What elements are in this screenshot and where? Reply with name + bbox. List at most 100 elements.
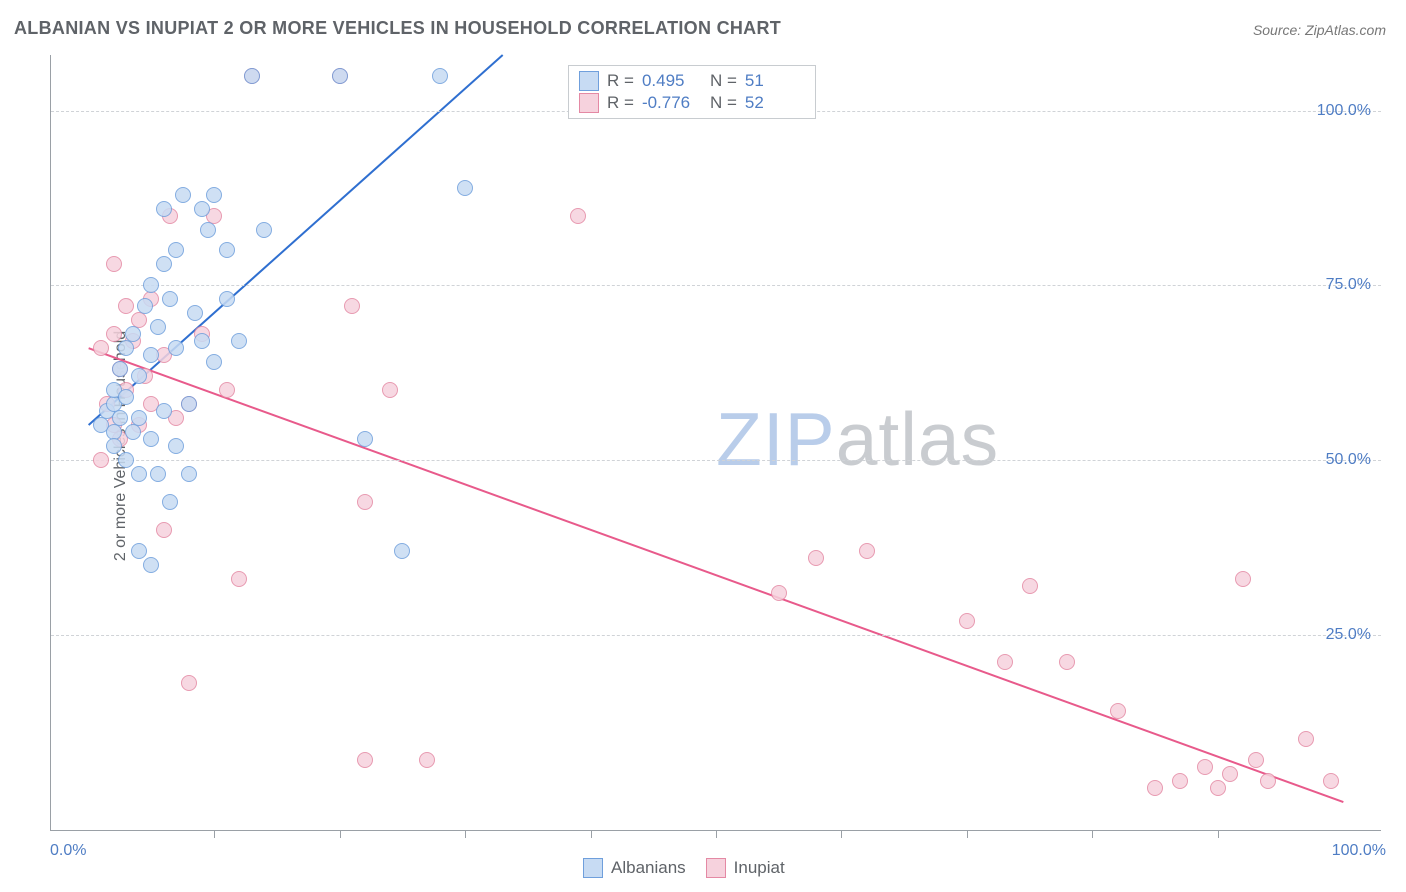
x-tick xyxy=(967,830,968,838)
data-point-albanians xyxy=(137,298,153,314)
r-value-albanians: 0.495 xyxy=(642,71,702,91)
gridline xyxy=(51,285,1381,286)
data-point-inupiat xyxy=(1110,703,1126,719)
watermark: ZIPatlas xyxy=(716,396,999,482)
data-point-inupiat xyxy=(106,256,122,272)
legend-row-albanians: R = 0.495 N = 51 xyxy=(579,70,805,92)
data-point-inupiat xyxy=(808,550,824,566)
data-point-inupiat xyxy=(118,298,134,314)
data-point-inupiat xyxy=(997,654,1013,670)
data-point-albanians xyxy=(106,438,122,454)
data-point-albanians xyxy=(231,333,247,349)
data-point-albanians xyxy=(156,201,172,217)
n-label: N = xyxy=(710,71,737,91)
gridline xyxy=(51,460,1381,461)
r-value-inupiat: -0.776 xyxy=(642,93,702,113)
y-tick-label: 100.0% xyxy=(1317,102,1371,120)
y-tick-label: 25.0% xyxy=(1326,626,1371,644)
data-point-albanians xyxy=(125,424,141,440)
swatch-albanians xyxy=(583,858,603,878)
x-tick xyxy=(214,830,215,838)
data-point-albanians xyxy=(143,557,159,573)
data-point-inupiat xyxy=(1260,773,1276,789)
x-tick xyxy=(465,830,466,838)
data-point-albanians xyxy=(219,242,235,258)
data-point-inupiat xyxy=(156,522,172,538)
data-point-inupiat xyxy=(959,613,975,629)
data-point-albanians xyxy=(118,389,134,405)
data-point-inupiat xyxy=(1298,731,1314,747)
trend-lines xyxy=(51,55,1381,830)
data-point-albanians xyxy=(131,466,147,482)
n-label: N = xyxy=(710,93,737,113)
data-point-inupiat xyxy=(93,340,109,356)
chart-title: ALBANIAN VS INUPIAT 2 OR MORE VEHICLES I… xyxy=(14,18,781,39)
chart-container: { "title": "ALBANIAN VS INUPIAT 2 OR MOR… xyxy=(0,0,1406,892)
series-label-inupiat: Inupiat xyxy=(734,858,785,878)
correlation-legend: R = 0.495 N = 51 R = -0.776 N = 52 xyxy=(568,65,816,119)
data-point-inupiat xyxy=(357,494,373,510)
data-point-albanians xyxy=(143,277,159,293)
data-point-albanians xyxy=(162,291,178,307)
data-point-inupiat xyxy=(219,382,235,398)
data-point-albanians xyxy=(244,68,260,84)
data-point-albanians xyxy=(156,256,172,272)
plot-area: ZIPatlas 25.0% 50.0% 75.0% 100.0% xyxy=(50,55,1381,831)
data-point-albanians xyxy=(432,68,448,84)
x-tick xyxy=(1218,830,1219,838)
source-label: Source: ZipAtlas.com xyxy=(1253,22,1386,38)
data-point-albanians xyxy=(125,326,141,342)
data-point-albanians xyxy=(457,180,473,196)
series-label-albanians: Albanians xyxy=(611,858,686,878)
data-point-albanians xyxy=(131,410,147,426)
data-point-albanians xyxy=(156,403,172,419)
data-point-inupiat xyxy=(1197,759,1213,775)
data-point-inupiat xyxy=(1323,773,1339,789)
data-point-inupiat xyxy=(1059,654,1075,670)
data-point-albanians xyxy=(187,305,203,321)
x-tick xyxy=(1092,830,1093,838)
data-point-albanians xyxy=(194,201,210,217)
data-point-albanians xyxy=(131,368,147,384)
x-tick xyxy=(340,830,341,838)
legend-item-inupiat: Inupiat xyxy=(706,858,785,878)
data-point-inupiat xyxy=(1235,571,1251,587)
data-point-albanians xyxy=(357,431,373,447)
data-point-inupiat xyxy=(357,752,373,768)
r-label: R = xyxy=(607,71,634,91)
data-point-albanians xyxy=(332,68,348,84)
data-point-albanians xyxy=(150,319,166,335)
swatch-inupiat xyxy=(706,858,726,878)
legend-item-albanians: Albanians xyxy=(583,858,686,878)
data-point-inupiat xyxy=(93,452,109,468)
data-point-albanians xyxy=(394,543,410,559)
data-point-albanians xyxy=(162,494,178,510)
swatch-albanians xyxy=(579,71,599,91)
data-point-inupiat xyxy=(231,571,247,587)
series-legend: Albanians Inupiat xyxy=(583,858,785,878)
x-tick xyxy=(591,830,592,838)
x-axis-max: 100.0% xyxy=(1332,842,1386,860)
data-point-albanians xyxy=(112,410,128,426)
data-point-albanians xyxy=(181,396,197,412)
x-tick xyxy=(716,830,717,838)
data-point-inupiat xyxy=(859,543,875,559)
data-point-albanians xyxy=(256,222,272,238)
data-point-albanians xyxy=(118,452,134,468)
swatch-inupiat xyxy=(579,93,599,113)
y-tick-label: 75.0% xyxy=(1326,276,1371,294)
data-point-albanians xyxy=(200,222,216,238)
data-point-inupiat xyxy=(344,298,360,314)
data-point-albanians xyxy=(168,438,184,454)
data-point-albanians xyxy=(168,242,184,258)
y-tick-label: 50.0% xyxy=(1326,451,1371,469)
data-point-inupiat xyxy=(771,585,787,601)
data-point-albanians xyxy=(143,347,159,363)
r-label: R = xyxy=(607,93,634,113)
data-point-inupiat xyxy=(382,382,398,398)
data-point-inupiat xyxy=(419,752,435,768)
x-tick xyxy=(841,830,842,838)
data-point-inupiat xyxy=(1172,773,1188,789)
data-point-albanians xyxy=(181,466,197,482)
data-point-inupiat xyxy=(1147,780,1163,796)
